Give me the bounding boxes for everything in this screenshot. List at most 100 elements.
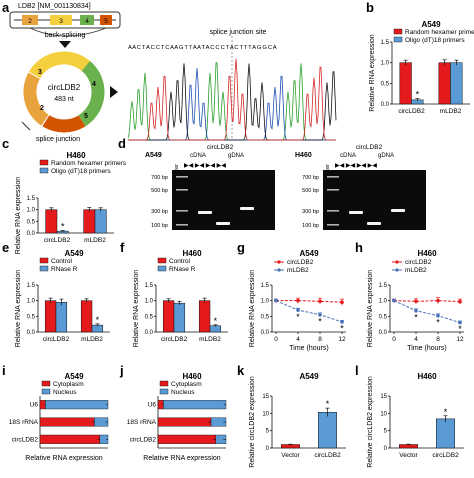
legend-label: circLDB2: [287, 259, 314, 266]
gel-sample-band: [391, 209, 405, 212]
backsplice-label: back-splicing: [45, 32, 86, 39]
data-point: [318, 299, 322, 304]
y-tick-label: 1.5: [379, 283, 388, 289]
gel-left-band-300: 300 bp: [151, 209, 168, 215]
gel-left-band-100: 100 bp: [151, 223, 168, 229]
gel-sample-band: [367, 222, 381, 225]
bar: [173, 302, 186, 333]
circ-exon-4-arc: [23, 51, 105, 133]
data-point: [318, 312, 322, 317]
panel-letter-l: l: [355, 363, 359, 378]
gel-sample-band: [216, 222, 230, 225]
x-tick-label: mLDB2: [199, 336, 221, 343]
legend-label: mLDB2: [287, 267, 309, 274]
legend-label: Random hexamer primers: [51, 160, 127, 167]
y-tick-label: 0.0: [27, 231, 36, 237]
significance-mark: *: [96, 315, 100, 325]
significance-mark: *: [318, 317, 322, 327]
circ-name: circLDB2: [48, 83, 81, 92]
circ-exon-2-label: 2: [40, 105, 44, 112]
significance-mark: *: [214, 316, 218, 326]
legend-swatch: [159, 380, 169, 387]
x-axis-label: Relative RNA expression: [25, 455, 103, 462]
x-tick-label: 8: [436, 336, 440, 343]
x-tick-label: mLDB2: [84, 237, 106, 244]
legend-label: Nucleus: [53, 389, 77, 396]
y-axis-label: Relative RNA expression: [15, 177, 22, 255]
x-axis-label: Time (hours): [407, 345, 446, 352]
bar-segment: [157, 417, 212, 427]
gel-right-cdna-label: cDNA: [340, 153, 356, 159]
y-tick-label: 5: [266, 429, 270, 435]
y-tick-label: 1.5: [261, 283, 270, 289]
gel-left-cdna-label: cDNA: [190, 153, 206, 159]
x-tick-label: circLDB2: [432, 452, 459, 459]
data-point: [414, 308, 418, 313]
data-point: [414, 299, 418, 304]
chart-title: A549: [299, 249, 319, 258]
y-tick-label: circLDB2: [12, 436, 39, 443]
x-tick-label: 4: [414, 336, 418, 343]
bar: [450, 62, 463, 105]
y-tick-label: 1.5: [381, 40, 390, 46]
x-tick-label: 12: [456, 336, 464, 343]
exon-2-box: [22, 15, 38, 25]
legend-marker: [395, 260, 399, 264]
chart-b: A549 Relative RNA expression 0.0 0.5 1.0 1.5 c…: [369, 20, 474, 115]
x-tick-label: 8: [318, 336, 322, 343]
panel-letter-i: i: [2, 363, 6, 378]
y-tick-label: 18S rRNA: [127, 419, 157, 426]
x-tick-label: 0: [274, 336, 278, 343]
gel-marker-band: [176, 176, 188, 178]
y-tick-label: 1.0: [379, 299, 388, 305]
gel-right-band-700: 700 bp: [302, 175, 319, 181]
circ-exon-4-label: 4: [92, 81, 96, 88]
exon-5-label: 5: [104, 18, 108, 25]
x-tick-label: circLDB2: [161, 336, 188, 343]
x-axis-label: Time (hours): [289, 345, 328, 352]
legend-label: RNase R: [169, 266, 196, 273]
splice-junction-label: splice junction: [36, 136, 80, 143]
data-point: [296, 308, 300, 312]
gel-right-gdna-label: gDNA: [378, 153, 394, 159]
bar: [83, 209, 96, 234]
panel-letter-h: h: [355, 240, 363, 255]
y-axis-label: Relative RNA expression: [249, 270, 256, 348]
x-tick-label: Vector: [399, 452, 418, 459]
y-tick-label: 1.5: [27, 283, 36, 289]
data-point: [296, 298, 300, 303]
chromatogram: [127, 58, 337, 141]
x-tick-label: 0: [392, 336, 396, 343]
backsplice-arc: [29, 27, 107, 37]
x-tick-label: circLDB2: [398, 108, 425, 115]
data-point: [458, 320, 462, 325]
legend-marker: [277, 268, 281, 272]
y-tick-label: 0.0: [381, 102, 390, 108]
series-line: [276, 300, 343, 303]
down-arrow-icon: [59, 41, 71, 48]
panel-letter-b: b: [366, 0, 374, 15]
chromatogram-trace: [128, 58, 336, 141]
legend-label: Random hexamer primers: [405, 29, 474, 36]
y-tick-label: 1.0: [27, 299, 36, 305]
y-axis-label: Relative RNA expression: [367, 270, 374, 348]
x-tick-label: circLDB2: [314, 452, 341, 459]
legend-label: Cytoplasm: [53, 381, 84, 388]
panel-letter-d: d: [118, 136, 126, 151]
chart-j: H460 U6 18S rRNA circLDB2 Relative RNA expre…: [127, 372, 227, 462]
gel-left-direction-arrows: ▶◀ ▶◀ ▶◀ ▶◀: [184, 163, 226, 169]
y-axis-label: Relative circLDB2 expression: [367, 376, 374, 468]
legend-label: Oligo (dT)18 primers: [405, 37, 465, 44]
bar-segment: [163, 400, 227, 410]
y-tick-label: 1.5: [145, 283, 154, 289]
sequence-text: A A C T A C C T C A A G T T A A T A C C …: [128, 45, 277, 51]
legend-marker: [395, 268, 399, 272]
gene-box-title: LDB2 [NM_001130834]: [18, 3, 91, 10]
significance-mark: *: [458, 324, 462, 334]
gel-bands: [176, 176, 405, 226]
gel-marker-band: [176, 189, 188, 191]
legend-swatch: [393, 28, 403, 35]
significance-mark: *: [444, 407, 448, 417]
bar: [399, 444, 418, 449]
legend-swatch: [157, 265, 167, 272]
